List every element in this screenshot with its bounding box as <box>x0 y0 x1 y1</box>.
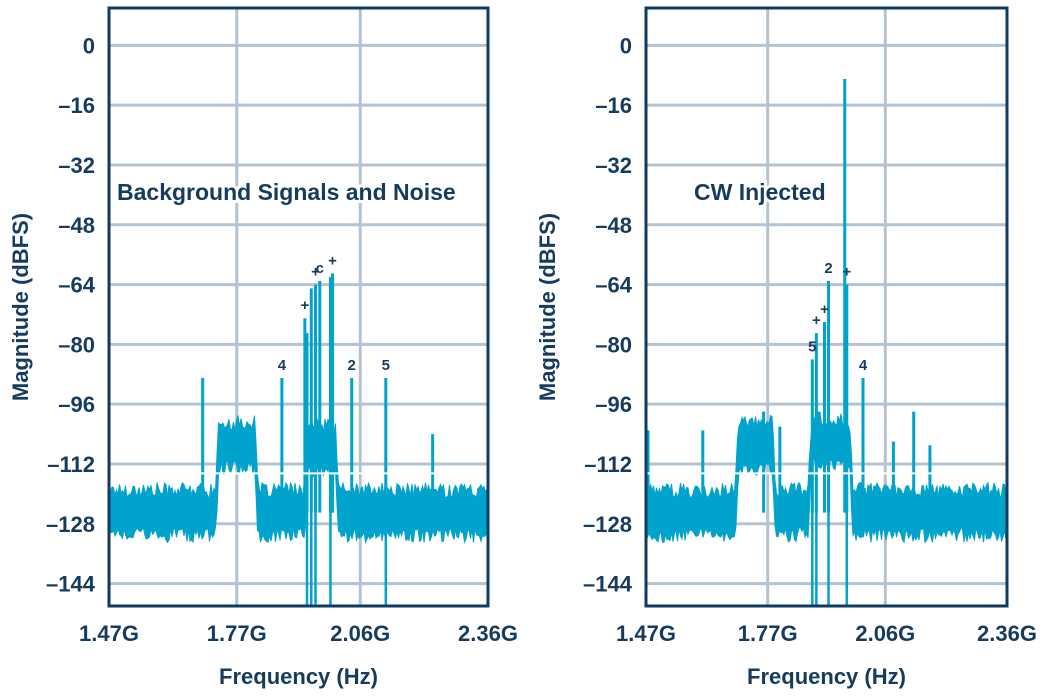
y-tick-label: –48 <box>595 213 632 238</box>
chart-title: CW Injected <box>694 179 826 205</box>
chart-panel-right: 0 –16 –32 –48 –64 –80 –96 –112 –128 –144 1.47G 1.7… <box>535 6 1037 689</box>
y-tick-label: –144 <box>46 572 96 597</box>
y-axis-label: Magnitude (dBFS) <box>535 213 560 401</box>
x-tick-labels: 1.47G 1.77G 2.06G 2.36G <box>79 621 518 646</box>
x-tick-label: 2.36G <box>458 621 518 646</box>
y-tick-label: –80 <box>595 332 632 357</box>
spur-label: 4 <box>278 357 287 374</box>
y-tick-label: –32 <box>58 153 95 178</box>
spur-label: c <box>316 260 324 277</box>
chart-title: Background Signals and Noise <box>117 179 456 205</box>
spur-label: 5 <box>382 357 390 374</box>
x-tick-label: 2.06G <box>855 621 915 646</box>
y-tick-label: –144 <box>583 572 633 597</box>
y-tick-label: –16 <box>58 93 95 118</box>
x-tick-label: 1.47G <box>616 621 676 646</box>
spur-label: + <box>311 264 320 281</box>
noise-band <box>108 415 488 545</box>
plot-frame <box>107 6 490 608</box>
y-tick-label: –48 <box>58 213 95 238</box>
spur-label: 5 <box>808 338 816 355</box>
y-tick-label: –64 <box>58 273 95 298</box>
y-tick-label: –64 <box>595 273 632 298</box>
spur-labels: 5++2 +4 <box>808 260 868 374</box>
x-tick-label: 2.06G <box>330 621 390 646</box>
spur-label: + <box>820 301 829 318</box>
spur-label: + <box>812 312 821 329</box>
y-tick-label: –16 <box>595 93 632 118</box>
spur-labels: 4++c +2 5 <box>278 252 390 374</box>
spur-label: 2 <box>348 357 356 374</box>
spur-label: + <box>842 264 851 281</box>
y-tick-label: –80 <box>58 332 95 357</box>
x-axis-label: Frequency (Hz) <box>219 664 378 689</box>
y-tick-label: –112 <box>47 452 95 477</box>
plot-frame <box>644 6 1009 608</box>
x-tick-label: 1.47G <box>79 621 139 646</box>
y-tick-label: –128 <box>583 512 632 537</box>
x-axis-label: Frequency (Hz) <box>747 664 906 689</box>
x-tick-label: 1.77G <box>207 621 267 646</box>
y-axis-label: Magnitude (dBFS) <box>8 213 33 401</box>
spectrum-trace <box>645 79 1007 606</box>
y-tick-label: –32 <box>595 153 632 178</box>
spur-label: + <box>328 252 337 269</box>
y-tick-label: –96 <box>58 392 95 417</box>
spectrum-trace <box>108 273 488 606</box>
chart-panel-left: 0 –16 –32 –48 –64 –80 –96 –112 –128 –144 1.47G 1.7… <box>8 6 518 689</box>
spur-label: 4 <box>859 357 868 374</box>
x-tick-label: 1.77G <box>738 621 798 646</box>
y-tick-label: 0 <box>83 33 95 58</box>
y-tick-label: 0 <box>620 33 632 58</box>
x-tick-label: 2.36G <box>977 621 1037 646</box>
y-tick-labels: 0 –16 –32 –48 –64 –80 –96 –112 –128 –144 <box>583 33 633 596</box>
spur-label: + <box>301 297 310 314</box>
y-tick-label: –128 <box>46 512 95 537</box>
spur-label: 2 <box>824 260 832 277</box>
x-tick-labels: 1.47G 1.77G 2.06G 2.36G <box>616 621 1037 646</box>
y-tick-label: –112 <box>584 452 632 477</box>
y-tick-label: –96 <box>595 392 632 417</box>
y-tick-labels: 0 –16 –32 –48 –64 –80 –96 –112 –128 –144 <box>46 33 96 596</box>
